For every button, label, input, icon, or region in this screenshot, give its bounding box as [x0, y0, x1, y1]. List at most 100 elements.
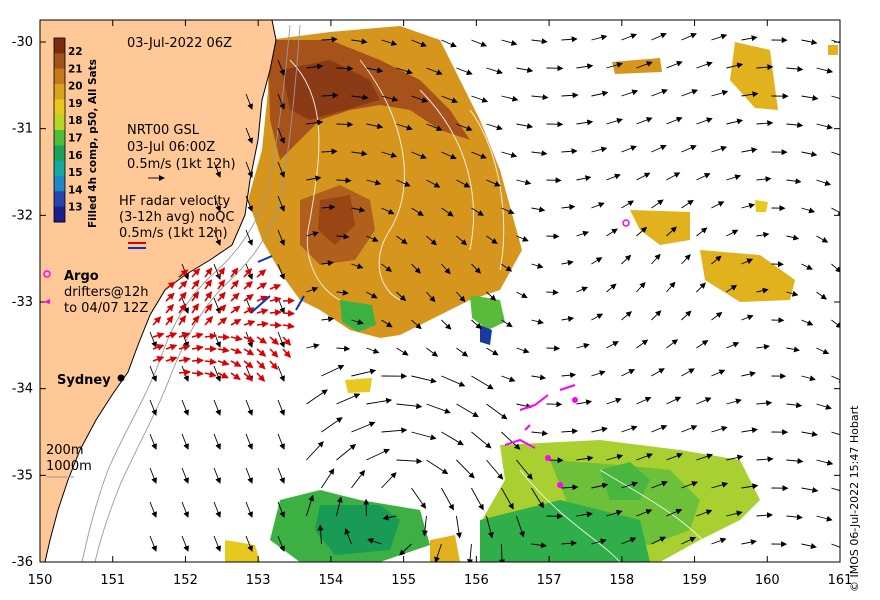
- velocity-arrow: [741, 427, 758, 434]
- velocity-arrow: [531, 150, 548, 157]
- velocity-arrow: [426, 291, 436, 303]
- velocity-arrow: [621, 254, 632, 265]
- drifter-legend-line-1: drifters@12h: [64, 285, 149, 300]
- velocity-arrow: [426, 179, 441, 188]
- hf-radar-arrow: [269, 309, 282, 317]
- hf-radar-arrow: [178, 332, 191, 339]
- velocity-arrow: [816, 347, 830, 355]
- x-tick-label: 156: [464, 573, 489, 588]
- velocity-arrow: [441, 39, 457, 48]
- velocity-arrow: [621, 537, 637, 545]
- hf-radar-arrow: [230, 360, 242, 368]
- velocity-arrow: [696, 282, 706, 293]
- hf-radar-arrow: [230, 305, 241, 314]
- velocity-arrow: [441, 263, 451, 275]
- velocity-arrow: [816, 515, 833, 522]
- hf-radar-arrow: [217, 291, 226, 302]
- velocity-arrow: [456, 291, 466, 303]
- x-tick-label: 152: [173, 573, 198, 588]
- hf-radar-arrow: [256, 320, 269, 328]
- velocity-arrow: [726, 398, 742, 405]
- velocity-arrow: [245, 229, 253, 246]
- velocity-arrow: [381, 39, 398, 46]
- velocity-arrow: [696, 173, 711, 181]
- velocity-arrow: [741, 483, 759, 490]
- velocity-arrow: [306, 231, 320, 237]
- velocity-arrow: [636, 226, 648, 237]
- velocity-arrow: [666, 281, 676, 293]
- velocity-arrow: [245, 399, 253, 416]
- velocity-arrow: [516, 67, 534, 73]
- hf-radar-arrow: [230, 347, 243, 355]
- hf-radar-arrow: [204, 316, 214, 326]
- velocity-arrow: [576, 511, 593, 518]
- velocity-arrow: [501, 151, 518, 158]
- velocity-arrow: [561, 315, 575, 322]
- colorbar-tick-label: 20: [68, 81, 83, 93]
- velocity-arrow: [516, 347, 530, 354]
- hf-radar-arrow: [178, 280, 188, 290]
- velocity-arrow: [726, 229, 739, 237]
- velocity-arrow: [711, 369, 726, 377]
- velocity-arrow: [816, 291, 828, 300]
- velocity-arrow: [816, 123, 834, 130]
- velocity-arrow: [277, 467, 285, 484]
- velocity-arrow: [696, 227, 708, 237]
- argo-float-marker: [622, 219, 630, 227]
- velocity-arrow: [277, 195, 285, 212]
- velocity-arrow: [531, 430, 549, 437]
- drifter-legend-line-2: to 04/07 12Z: [64, 301, 148, 316]
- velocity-arrow: [321, 36, 338, 43]
- hf-radar-arrow: [204, 291, 213, 302]
- velocity-arrow: [801, 486, 819, 493]
- velocity-arrow: [351, 319, 364, 325]
- depth-label-1000: 1000m: [46, 459, 92, 474]
- hf-radar-arrow: [282, 309, 295, 317]
- velocity-arrow: [816, 67, 834, 74]
- hf-radar-arrow: [243, 294, 254, 302]
- hf-radar-arrow: [178, 291, 187, 302]
- velocity-arrow: [591, 146, 608, 153]
- hf-radar-arrow: [243, 320, 256, 327]
- velocity-arrow: [696, 340, 709, 349]
- velocity-arrow: [741, 258, 754, 265]
- velocity-arrow: [501, 95, 519, 102]
- velocity-arrow: [696, 397, 712, 405]
- velocity-arrow: [381, 263, 393, 272]
- velocity-arrow: [381, 151, 398, 158]
- city-label-sydney: Sydney: [57, 373, 111, 388]
- velocity-arrow: [501, 263, 513, 272]
- hf-radar-arrow: [282, 336, 292, 346]
- velocity-arrow: [486, 67, 503, 75]
- hf-radar-arrow: [230, 267, 239, 278]
- velocity-arrow: [426, 67, 443, 75]
- velocity-arrow: [591, 90, 609, 97]
- velocity-arrow: [591, 257, 603, 265]
- velocity-arrow: [621, 200, 635, 209]
- velocity-arrow: [786, 178, 802, 185]
- velocity-arrow: [831, 263, 840, 273]
- velocity-arrow: [336, 345, 351, 352]
- nrt-legend-line-1: NRT00 GSL: [127, 123, 200, 138]
- velocity-arrow: [726, 454, 744, 461]
- velocity-arrow: [636, 117, 653, 125]
- velocity-arrow: [366, 291, 378, 299]
- velocity-arrow: [471, 319, 482, 330]
- hf-radar-arrow: [165, 303, 174, 314]
- hf-radar-arrow: [256, 308, 269, 316]
- x-tick-label: 150: [28, 573, 53, 588]
- map-plot-area: [40, 20, 840, 562]
- velocity-arrow: [726, 342, 740, 349]
- velocity-arrow: [831, 151, 840, 156]
- velocity-arrow: [756, 400, 773, 407]
- velocity-arrow: [245, 195, 253, 212]
- velocity-arrow: [456, 347, 469, 357]
- velocity-arrow: [411, 375, 437, 384]
- colorbar: 22 21 20 19 18 17 16 15 14 13 Filled 4h comp, p50…: [53, 37, 99, 228]
- hf-radar-arrow: [217, 279, 226, 290]
- hf-radar-arrow: [243, 372, 253, 382]
- velocity-arrow: [636, 339, 649, 349]
- hf-radar-arrow: [152, 316, 162, 326]
- velocity-arrow: [726, 118, 744, 125]
- velocity-arrow: [467, 543, 474, 562]
